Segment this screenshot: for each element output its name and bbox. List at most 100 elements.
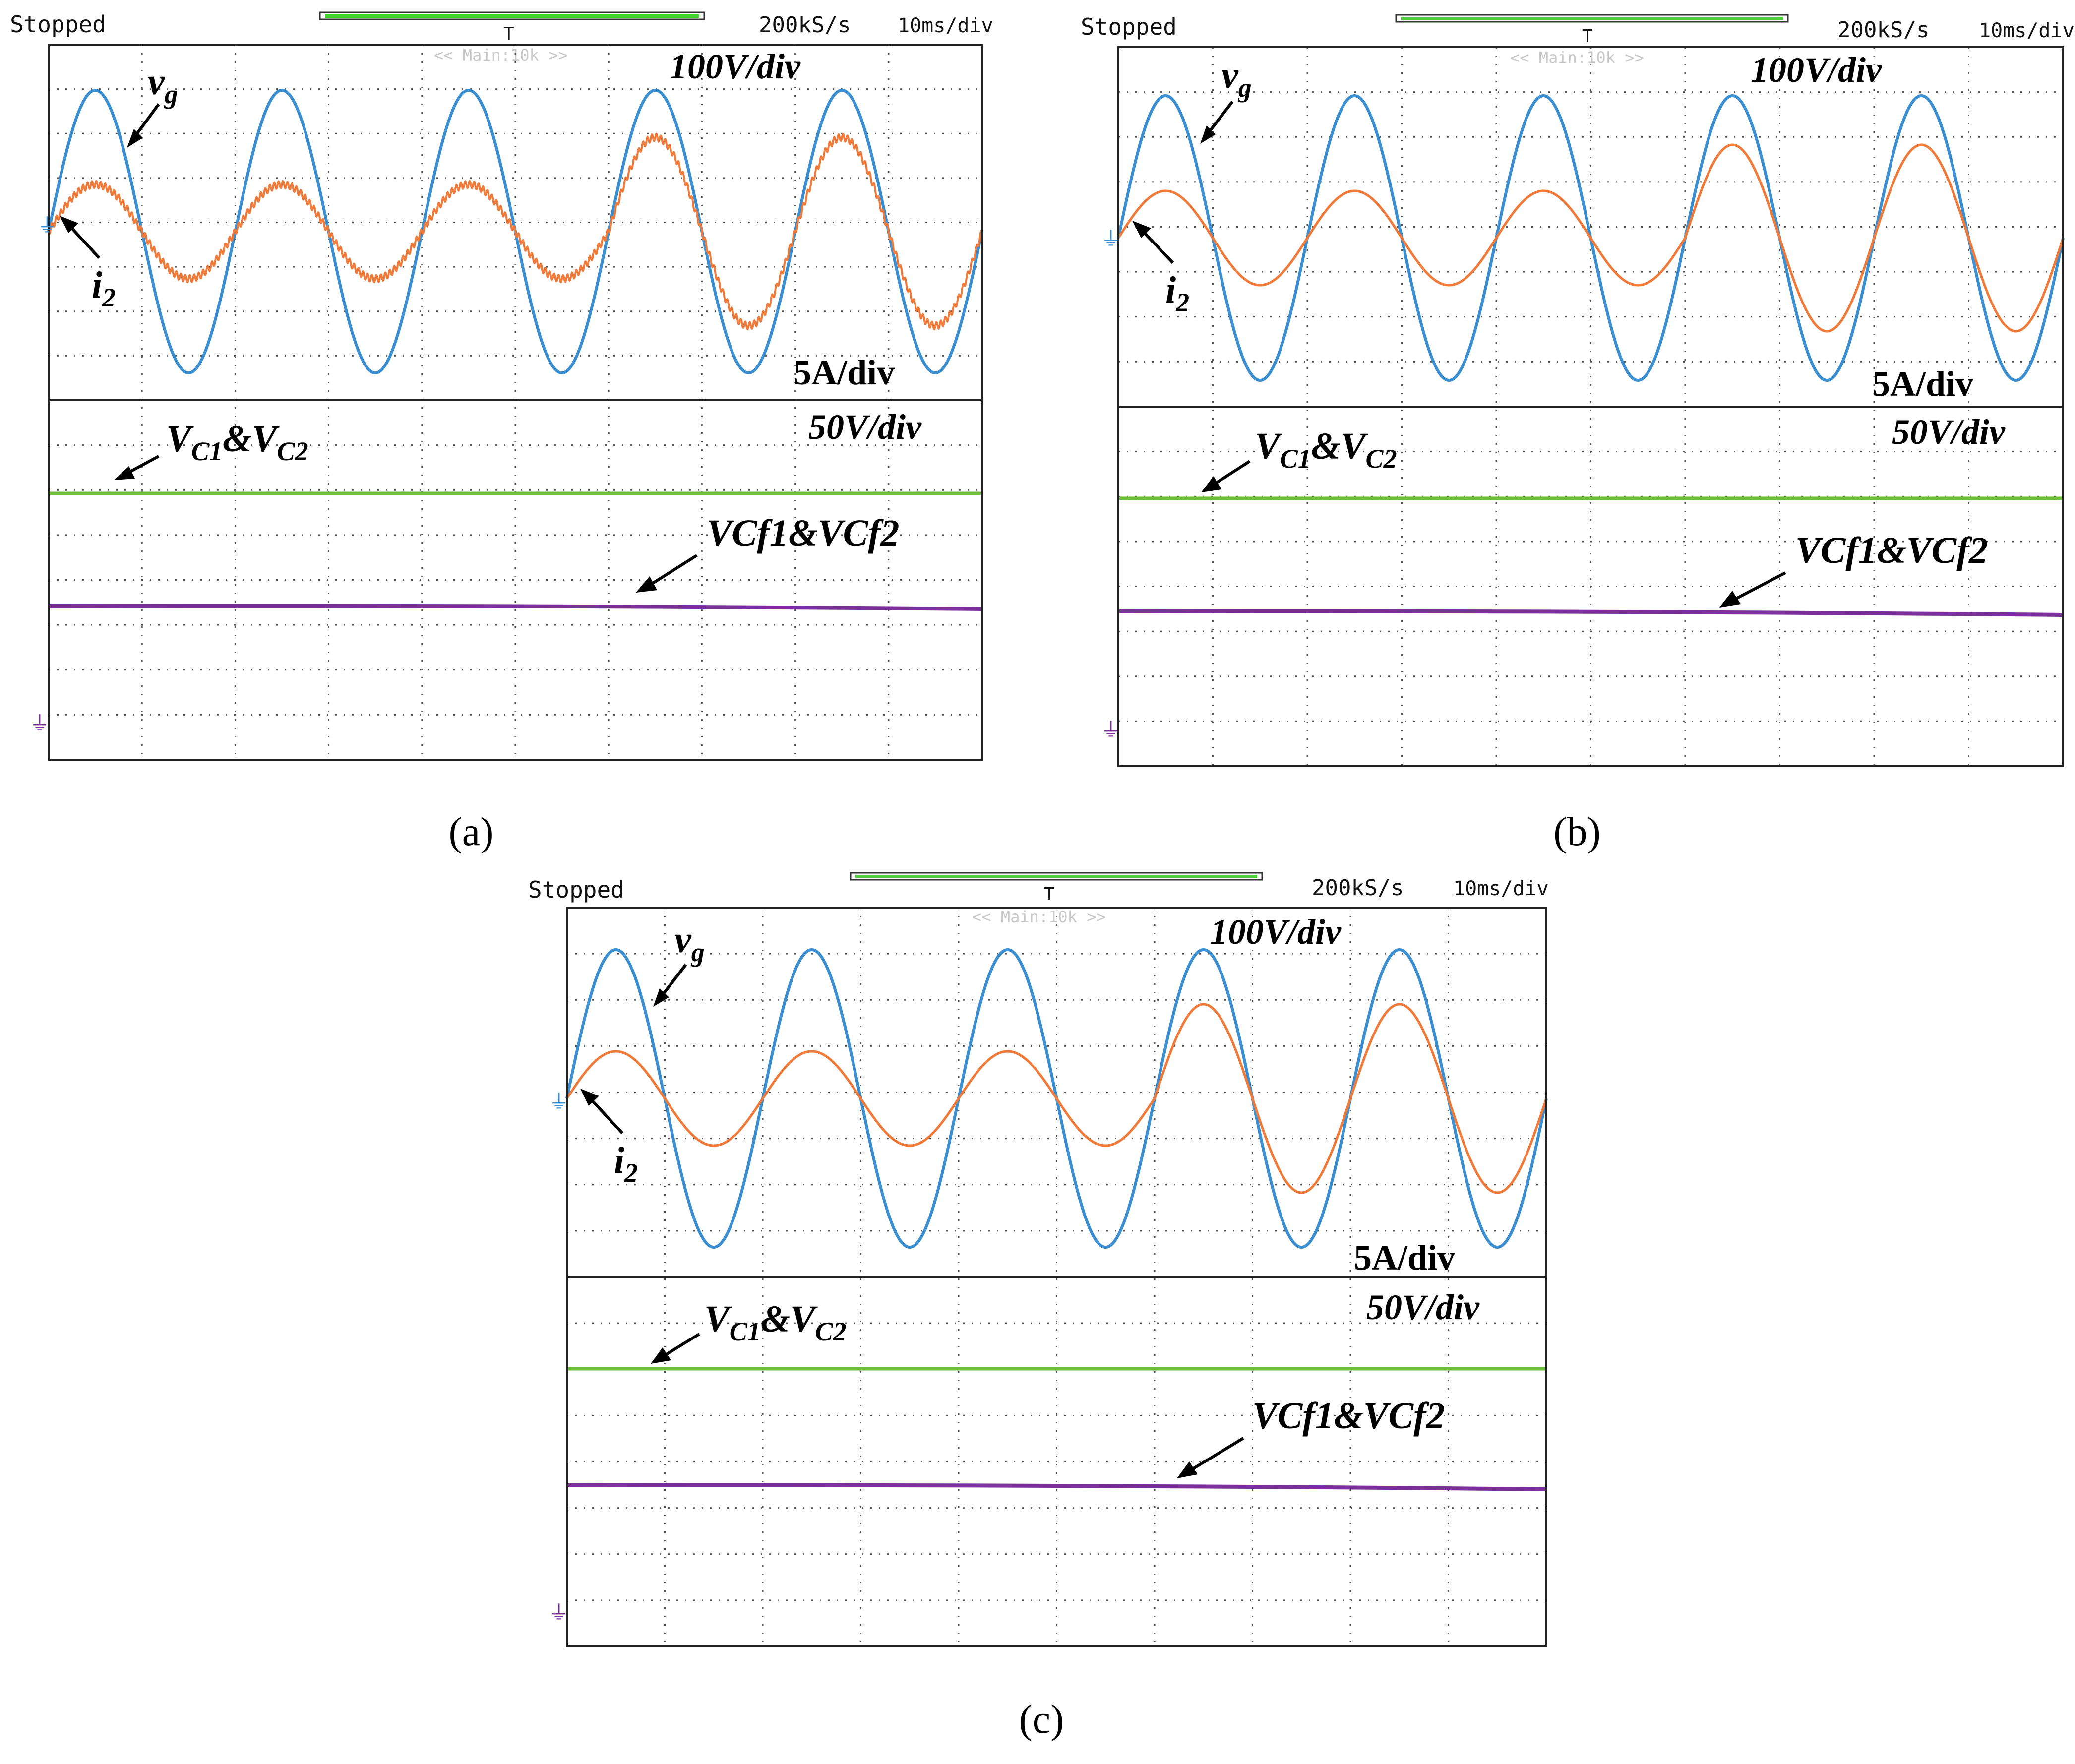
grid-layer xyxy=(1118,47,2063,766)
timebase: 10ms/div xyxy=(898,14,993,37)
label-vc: VC1&VC2 xyxy=(1201,426,1397,492)
vg-arrowhead xyxy=(653,988,669,1007)
svg-text:VC1&VC2: VC1&VC2 xyxy=(704,1298,847,1346)
svg-text:vg: vg xyxy=(1221,55,1252,103)
label-vc: VC1&VC2 xyxy=(114,418,308,480)
label-vg: vg xyxy=(653,919,705,1007)
vc-label-sub1: C1 xyxy=(191,436,223,466)
trace-i2 xyxy=(48,132,983,331)
i2-arrow xyxy=(589,1097,624,1135)
trace-vcf1-vcf2 xyxy=(1118,609,2064,617)
vg-arrow xyxy=(660,964,687,998)
vc-arrowhead xyxy=(1201,476,1221,492)
main-label: << Main:10k >> xyxy=(972,908,1106,926)
scale-upper-i: 5A/div xyxy=(1872,364,1973,404)
i2-label: i xyxy=(1165,269,1176,311)
label-vc: VC1&VC2 xyxy=(651,1298,847,1364)
vc-label: V xyxy=(704,1298,732,1340)
scale-upper-i: 5A/div xyxy=(793,353,895,392)
trace-layer xyxy=(1117,94,2065,617)
trace-vcf1-vcf2 xyxy=(566,1483,1547,1491)
vg-label-sub: g xyxy=(164,79,178,109)
screen-frame xyxy=(48,44,983,761)
scope-c: Stopped T 200kS/s 10ms/div << Main:10k >… xyxy=(528,872,1549,1647)
i2-label: i xyxy=(614,1140,624,1181)
label-vcf: VCf1&VCf2 xyxy=(1177,1395,1445,1478)
scale-upper-v: 100V/div xyxy=(670,47,801,86)
vc-label-sub1: C1 xyxy=(1280,444,1311,474)
status-text: Stopped xyxy=(528,876,624,903)
vc-arrowhead xyxy=(651,1347,671,1364)
trigger-bar xyxy=(1401,17,1783,20)
i2-arrowhead xyxy=(580,1089,599,1106)
grid-layer xyxy=(49,45,982,760)
i2-arrow xyxy=(1141,229,1174,264)
trace-i2 xyxy=(1117,143,2065,333)
trigger-bar xyxy=(855,875,1257,878)
scope-a: Stopped T 200kS/s 10ms/div << Main:10k >… xyxy=(10,11,993,761)
i2-label-sub: 2 xyxy=(102,283,116,312)
i2-label-sub: 2 xyxy=(1175,288,1189,317)
main-label: << Main:10k >> xyxy=(434,46,568,64)
vc-label-mid: &V xyxy=(1311,426,1368,467)
label-i2: i2 xyxy=(580,1089,638,1188)
scale-lower-v: 50V/div xyxy=(1366,1287,1480,1327)
label-vg: vg xyxy=(127,61,178,148)
trigger-bar xyxy=(325,14,699,18)
vc-label-sub2: C2 xyxy=(1366,444,1397,474)
trace-layer xyxy=(565,948,1548,1491)
scale-lower-v: 50V/div xyxy=(1892,412,2006,452)
trigger-marker: T xyxy=(503,24,514,44)
trace-vcf1-vcf2 xyxy=(48,604,982,611)
status-text: Stopped xyxy=(10,11,106,38)
sample-rate: 200kS/s xyxy=(759,12,851,38)
vc-label-sub2: C2 xyxy=(815,1317,847,1346)
caption-c: (c) xyxy=(1019,1697,1064,1742)
vc-label-mid: &V xyxy=(761,1298,818,1340)
vg-arrowhead xyxy=(127,129,143,148)
scope-panel-b: Stopped T 200kS/s 10ms/div << Main:10k >… xyxy=(1079,7,2075,786)
timebase: 10ms/div xyxy=(1979,19,2075,42)
scope-panel-a: Stopped T 200kS/s 10ms/div << Main:10k >… xyxy=(10,5,993,779)
svg-text:i2: i2 xyxy=(614,1140,638,1188)
svg-text:i2: i2 xyxy=(92,264,116,312)
scale-upper-v: 100V/div xyxy=(1751,50,1882,90)
svg-text:VC1&VC2: VC1&VC2 xyxy=(166,418,308,466)
vcf-arrow xyxy=(1189,1437,1244,1472)
vg-label: v xyxy=(1221,55,1239,96)
trigger-marker: T xyxy=(1044,884,1055,905)
ground-marker-lower: ⏚ xyxy=(549,1601,569,1624)
svg-text:i2: i2 xyxy=(1165,269,1189,317)
label-i2: i2 xyxy=(60,216,116,312)
vg-label: v xyxy=(674,919,692,961)
label-vg: vg xyxy=(1200,55,1252,144)
ground-marker-upper: ⏚ xyxy=(37,214,57,237)
vc-arrow xyxy=(125,455,160,475)
vc-arrow xyxy=(662,1333,700,1358)
vg-label-sub: g xyxy=(1238,73,1252,103)
scale-upper-v: 100V/div xyxy=(1210,912,1342,952)
i2-arrowhead xyxy=(1132,221,1151,238)
label-vcf: VCf1&VCf2 xyxy=(1719,530,1988,608)
vcf-arrowhead xyxy=(1177,1461,1198,1478)
vg-arrow xyxy=(132,103,160,139)
vcf-label: VCf1&VCf2 xyxy=(1795,530,1988,571)
scope-b: Stopped T 200kS/s 10ms/div << Main:10k >… xyxy=(1081,13,2075,767)
sample-rate: 200kS/s xyxy=(1837,17,1929,43)
label-i2: i2 xyxy=(1132,221,1189,317)
vc-label: V xyxy=(166,418,194,460)
trigger-bar-frame xyxy=(1395,14,1789,23)
vg-arrow xyxy=(1206,101,1234,135)
scale-upper-i: 5A/div xyxy=(1354,1238,1455,1277)
vcf-arrowhead xyxy=(636,576,657,593)
i2-arrowhead xyxy=(60,216,78,233)
status-text: Stopped xyxy=(1081,13,1177,40)
vg-label: v xyxy=(148,61,165,103)
timebase: 10ms/div xyxy=(1453,877,1549,900)
vcf-arrow xyxy=(649,554,698,587)
vc-label-mid: &V xyxy=(223,418,280,460)
svg-text:vg: vg xyxy=(148,61,178,109)
vg-arrowhead xyxy=(1200,125,1216,144)
ground-marker-upper: ⏚ xyxy=(549,1091,569,1113)
caption-b: (b) xyxy=(1553,809,1601,854)
